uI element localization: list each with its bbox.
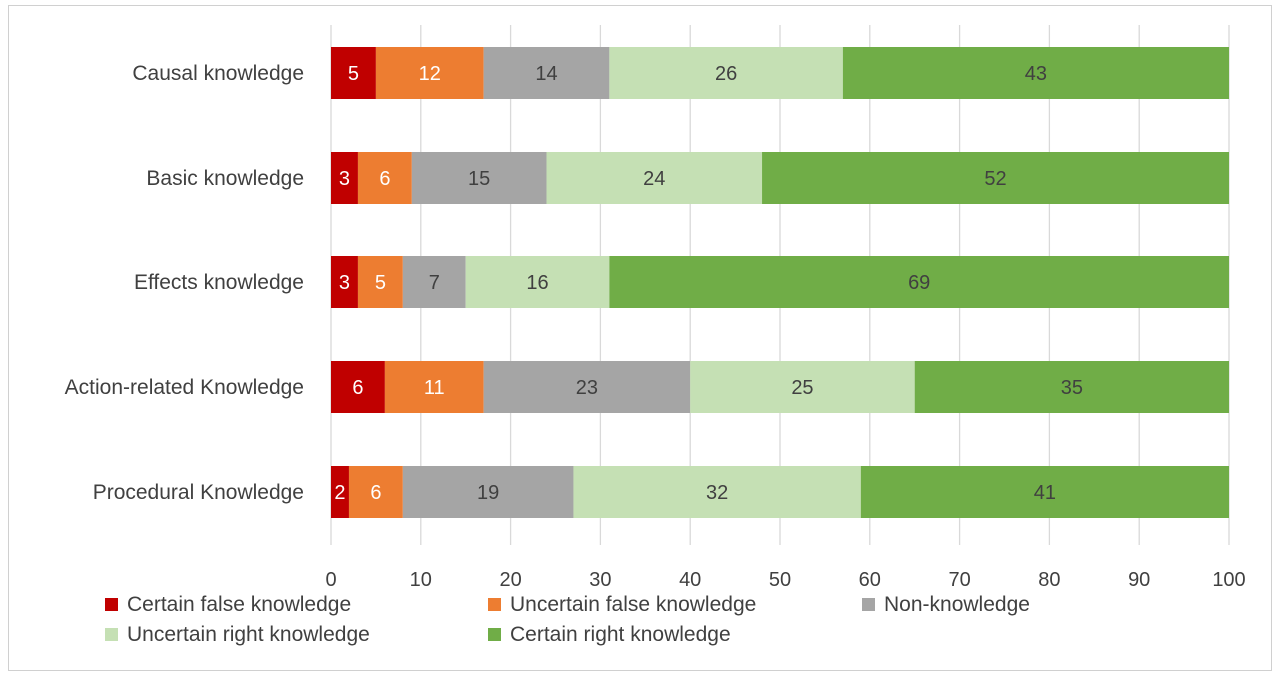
- legend-label: Certain right knowledge: [510, 623, 731, 646]
- x-tick-label: 10: [410, 569, 432, 591]
- data-label: 32: [706, 482, 728, 504]
- legend-label: Certain false knowledge: [127, 593, 351, 616]
- x-tick-label: 20: [499, 569, 521, 591]
- data-label: 5: [348, 63, 359, 85]
- legend-swatch: [105, 628, 118, 641]
- data-label: 25: [791, 377, 813, 399]
- bar-segment: [465, 256, 610, 308]
- legend-swatch: [488, 598, 501, 611]
- bar-segment: [331, 47, 376, 99]
- data-label: 11: [424, 377, 445, 399]
- bar-segment: [914, 361, 1229, 413]
- data-label: 19: [477, 482, 499, 504]
- data-label: 6: [352, 377, 363, 399]
- legend-swatch: [105, 598, 118, 611]
- bar-segment: [331, 152, 358, 204]
- legend-swatch: [862, 598, 875, 611]
- data-label: 6: [370, 482, 381, 504]
- x-tick-label: 50: [769, 569, 791, 591]
- category-label: Causal knowledge: [132, 62, 304, 85]
- legend-label: Uncertain right knowledge: [127, 623, 370, 646]
- x-tick-label: 80: [1038, 569, 1060, 591]
- data-label: 24: [643, 168, 665, 190]
- data-label: 35: [1061, 377, 1083, 399]
- category-label: Procedural Knowledge: [93, 481, 304, 504]
- bar-segment: [331, 361, 385, 413]
- x-tick-label: 60: [859, 569, 881, 591]
- data-label: 52: [984, 168, 1006, 190]
- bar-segment: [411, 152, 547, 204]
- legend: Certain false knowledge Uncertain false k…: [105, 593, 1030, 646]
- data-label: 2: [334, 482, 345, 504]
- x-tick-label: 40: [679, 569, 701, 591]
- legend-label: Non-knowledge: [884, 593, 1030, 616]
- bar-segment: [860, 466, 1229, 518]
- x-axis-tick-labels: 0 10 20 30 40 50 60 70 80 90 100: [325, 569, 1245, 591]
- bar-segment: [573, 466, 861, 518]
- bar-segment: [690, 361, 915, 413]
- data-label: 43: [1025, 63, 1047, 85]
- category-label: Basic knowledge: [146, 167, 304, 190]
- data-label: 41: [1034, 482, 1056, 504]
- bar-segment: [384, 361, 484, 413]
- bar-segment: [842, 47, 1229, 99]
- category-label: Effects knowledge: [134, 271, 304, 294]
- bars: 5 12 14 26 433 6 15 24 523 5 7 16 696 11 23 25 352 6 19 32 4…: [331, 47, 1229, 518]
- bar-segment: [357, 152, 412, 204]
- x-tick-label: 0: [325, 569, 336, 591]
- x-tick-label: 70: [948, 569, 970, 591]
- data-label: 3: [339, 272, 350, 294]
- data-label: 3: [339, 168, 350, 190]
- bar-segment: [402, 256, 466, 308]
- bar-segment: [483, 361, 691, 413]
- bar-segment: [546, 152, 763, 204]
- data-label: 14: [535, 63, 557, 85]
- x-tick-label: 30: [589, 569, 611, 591]
- bar-segment: [331, 466, 349, 518]
- bar-segment: [348, 466, 403, 518]
- data-label: 26: [715, 63, 737, 85]
- data-label: 23: [576, 377, 598, 399]
- legend-label: Uncertain false knowledge: [510, 593, 756, 616]
- bar-segment: [609, 256, 1229, 308]
- bar-segment: [402, 466, 574, 518]
- category-label: Action-related Knowledge: [65, 376, 304, 399]
- data-label: 16: [526, 272, 548, 294]
- data-label: 5: [375, 272, 386, 294]
- data-label: 7: [429, 272, 440, 294]
- data-label: 6: [379, 168, 390, 190]
- data-label: 12: [419, 63, 441, 85]
- bar-segment: [375, 47, 484, 99]
- bar-segment: [609, 47, 843, 99]
- bar-segment: [357, 256, 403, 308]
- bar-segment: [483, 47, 610, 99]
- bar-segment: [331, 256, 358, 308]
- x-tick-label: 100: [1212, 569, 1245, 591]
- bar-segment: [762, 152, 1229, 204]
- data-label: 15: [468, 168, 490, 190]
- x-tick-label: 90: [1128, 569, 1150, 591]
- data-label: 69: [908, 272, 930, 294]
- legend-swatch: [488, 628, 501, 641]
- chart-frame: [8, 5, 1272, 671]
